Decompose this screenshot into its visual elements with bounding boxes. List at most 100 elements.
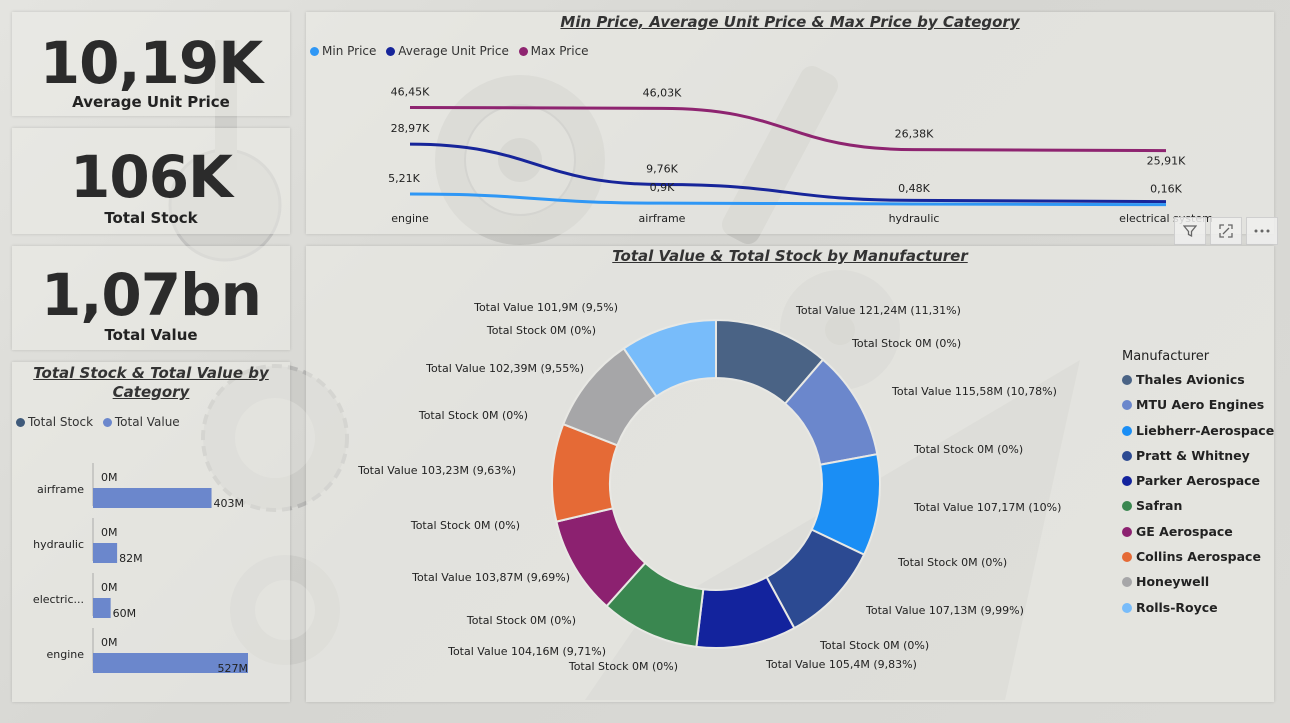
legend-label: Pratt & Whitney (1136, 447, 1250, 463)
legend-dot (518, 47, 528, 56)
slice-stock-label: Total Stock 0M (0%) (486, 324, 596, 337)
legend-item-rolls-royce[interactable]: Rolls-Royce (1122, 600, 1274, 625)
legend-item-total-value[interactable]: Total Value (102, 415, 180, 429)
legend-item-safran[interactable]: Safran (1122, 498, 1274, 523)
kpi-label: Total Value (104, 326, 198, 344)
data-label-total-stock: 0M (101, 526, 118, 539)
legend-item-total-stock[interactable]: Total Stock (16, 415, 93, 429)
kpi-label: Average Unit Price (72, 93, 230, 111)
data-label: 0,16K (1150, 183, 1182, 196)
category-chart-title-line2: Category (112, 383, 190, 401)
legend-label: Total Stock (28, 415, 94, 429)
legend-item-liebherr-aerospace[interactable]: Liebherr-Aerospace (1122, 423, 1274, 448)
legend-dot (16, 418, 25, 427)
slice-value-label: Total Value 107,13M (9,99%) (865, 604, 1024, 617)
data-label: 0,48K (898, 182, 930, 195)
legend-label: Liebherr-Aerospace (1136, 422, 1275, 438)
price-line-chart-panel[interactable]: Min Price, Average Unit Price & Max Pric… (306, 12, 1274, 234)
data-label: 0,9K (650, 181, 675, 194)
legend-item-average-unit-price[interactable]: Average Unit Price (386, 44, 509, 58)
manufacturer-donut-chart-panel[interactable]: Total Value & Total Stock by Manufacture… (306, 246, 1274, 702)
bar-total-value[interactable] (93, 488, 212, 508)
legend-dot (1122, 425, 1132, 436)
series-line-average-unit-price[interactable] (409, 142, 1167, 204)
category-chart-legend: Total Stock Total Value (16, 415, 186, 429)
legend-dot (1122, 476, 1132, 487)
manufacturer-chart-title: Total Value & Total Stock by Manufacture… (612, 247, 968, 265)
legend-item-honeywell[interactable]: Honeywell (1122, 574, 1274, 599)
legend-dot (1122, 577, 1132, 588)
slice-stock-label: Total Stock 0M (0%) (410, 519, 520, 532)
legend-item-collins-aerospace[interactable]: Collins Aerospace (1122, 549, 1274, 574)
x-tick-label: engine (391, 212, 429, 225)
x-tick-label: airframe (639, 212, 686, 225)
legend-dot (386, 47, 396, 56)
legend-label: Average Unit Price (398, 44, 509, 58)
legend-item-pratt-whitney[interactable]: Pratt & Whitney (1122, 448, 1274, 473)
slice-stock-label: Total Stock 0M (0%) (466, 614, 576, 627)
focus-mode-icon[interactable] (1210, 217, 1242, 245)
legend-item-ge-aerospace[interactable]: GE Aerospace (1122, 524, 1274, 549)
category-chart-title-line1: Total Stock & Total Value by (33, 364, 269, 382)
bar-total-value[interactable] (93, 598, 111, 618)
y-tick-label: airframe (37, 483, 84, 496)
category-bar-chart-panel[interactable]: Total Stock & Total Value by Category To… (12, 362, 290, 702)
legend-dot (1122, 526, 1132, 537)
slice-stock-label: Total Stock 0M (0%) (851, 337, 961, 350)
data-label-total-value: 60M (113, 607, 137, 620)
kpi-card-average-unit-price[interactable]: 10,19K Average Unit Price (12, 12, 290, 116)
price-chart-title: Min Price, Average Unit Price & Max Pric… (560, 13, 1020, 31)
visual-header-toolbar (1174, 217, 1278, 245)
data-label-total-value: 82M (119, 552, 143, 565)
y-tick-label: engine (46, 648, 84, 661)
data-label: 25,91K (1147, 155, 1186, 168)
legend-item-mtu-aero-engines[interactable]: MTU Aero Engines (1122, 397, 1274, 422)
data-label-total-value: 527M (218, 662, 249, 675)
more-options-icon[interactable] (1246, 217, 1278, 245)
data-label-total-stock: 0M (101, 636, 118, 649)
data-label-total-stock: 0M (101, 471, 118, 484)
legend-item-thales-avionics[interactable]: Thales Avionics (1122, 372, 1274, 397)
data-label: 28,97K (391, 122, 430, 135)
kpi-card-total-stock[interactable]: 106K Total Stock (12, 128, 290, 234)
slice-stock-label: Total Stock 0M (0%) (819, 639, 929, 652)
donut-slice-rolls-royce[interactable] (622, 318, 717, 398)
kpi-value: 106K (69, 143, 233, 211)
price-line-chart: 46,45K 46,03K 26,38K 25,91K 28,97K 9,76K 5,21K… (388, 85, 1213, 225)
bar-total-value[interactable] (93, 653, 248, 673)
slice-stock-label: Total Stock 0M (0%) (913, 443, 1023, 456)
legend-dot (102, 418, 112, 427)
legend-item-max-price[interactable]: Max Price (518, 44, 589, 58)
data-label-total-stock: 0M (101, 581, 118, 594)
legend-item-parker-aerospace[interactable]: Parker Aerospace (1122, 473, 1274, 498)
legend-dot (1122, 400, 1132, 411)
manufacturer-donut-chart: Total Value 121,24M (11,31%) Total Value … (357, 301, 1061, 673)
slice-value-label: Total Value 101,9M (9,5%) (473, 301, 618, 314)
series-line-max-price[interactable] (409, 105, 1167, 153)
series-line-min-price[interactable] (409, 192, 1167, 207)
filter-icon[interactable] (1174, 217, 1206, 245)
legend-dot (1122, 552, 1132, 563)
slice-stock-label: Total Stock 0M (0%) (418, 409, 528, 422)
manufacturer-legend: Manufacturer Thales Avionics MTU Aero Eng… (1122, 349, 1274, 625)
kpi-card-total-value[interactable]: 1,07bn Total Value (12, 246, 290, 350)
legend-label: Honeywell (1136, 574, 1210, 590)
bar-total-value[interactable] (93, 543, 118, 563)
legend-label: Safran (1136, 498, 1183, 514)
data-label: 5,21K (388, 172, 420, 185)
legend-label: Min Price (322, 44, 377, 58)
slice-stock-label: Total Stock 0M (0%) (568, 660, 678, 673)
slice-value-label: Total Value 102,39M (9,55%) (425, 362, 584, 375)
legend-title: Manufacturer (1122, 349, 1210, 364)
slice-value-label: Total Value 107,17M (10%) (913, 501, 1061, 514)
legend-label: GE Aerospace (1136, 523, 1233, 539)
legend-label: Parker Aerospace (1136, 473, 1261, 489)
category-chart-title: Total Stock & Total Value by Category (12, 364, 290, 401)
legend-item-min-price[interactable]: Min Price (310, 44, 376, 58)
category-bar-chart: airframe0M403Mhydraulic0M82Melectric...0… (33, 463, 249, 675)
data-label: 46,03K (643, 86, 682, 99)
legend-dot (1122, 450, 1132, 461)
legend-label: Collins Aerospace (1136, 549, 1261, 565)
data-label-total-value: 403M (214, 497, 245, 510)
